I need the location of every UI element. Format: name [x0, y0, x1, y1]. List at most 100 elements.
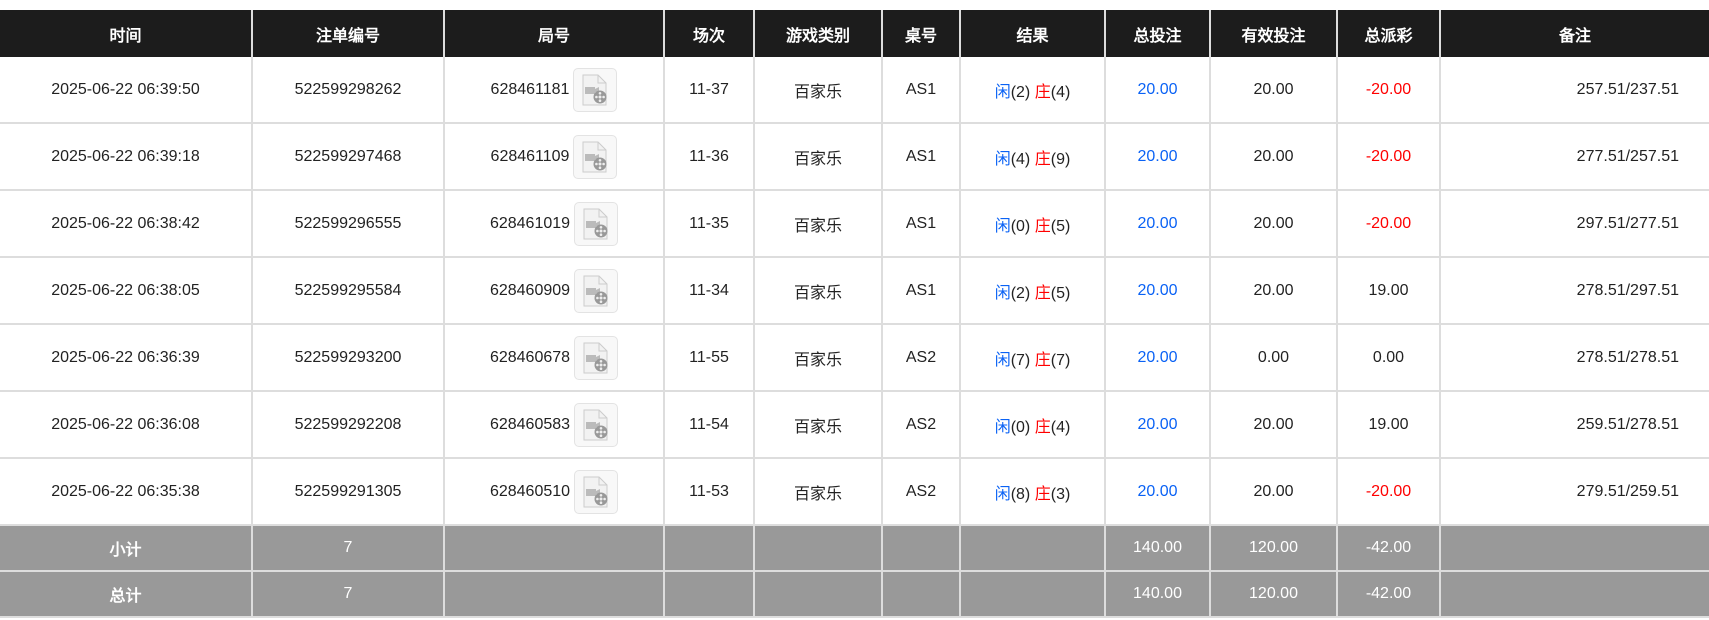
table-header: 时间 注单编号 局号 场次 游戏类别 桌号 结果 总投注 有效投注 总派彩 备注 — [0, 10, 1709, 57]
valid-bet-cell: 20.00 — [1209, 391, 1338, 459]
round-cell: 628460583 — [443, 391, 665, 459]
player-label: 闲 — [994, 351, 1011, 369]
summary-row: 总计 7 140.00 120.00 -42.00 — [0, 571, 1709, 618]
result-cell: 闲(2) 庄(5) — [959, 257, 1106, 325]
banker-score: (5) — [1050, 217, 1071, 235]
valid-bet-cell: 20.00 — [1209, 57, 1338, 124]
header-round: 局号 — [443, 10, 664, 57]
result-cell: 闲(8) 庄(3) — [959, 458, 1106, 526]
total-bet-cell: 20.00 — [1104, 123, 1211, 191]
banker-score: (7) — [1050, 351, 1071, 369]
banker-label: 庄 — [1034, 418, 1051, 436]
total-bet-cell: 20.00 — [1104, 324, 1211, 392]
total-bet-cell: 20.00 — [1104, 57, 1211, 124]
total-bet-cell: 20.00 — [1104, 257, 1211, 325]
time-cell: 2025-06-22 06:39:50 — [0, 57, 253, 124]
payout-cell: -20.00 — [1336, 57, 1441, 124]
total-bet-cell: 20.00 — [1104, 391, 1211, 459]
summary-row: 小计 7 140.00 120.00 -42.00 — [0, 525, 1709, 572]
banker-score: (4) — [1050, 418, 1071, 436]
bet-id-cell: 522599291305 — [251, 458, 445, 526]
note-cell: 278.51/297.51 — [1439, 257, 1709, 325]
note-cell: 279.51/259.51 — [1439, 458, 1709, 526]
video-replay-icon[interactable] — [574, 469, 619, 514]
table-row: 2025-06-22 06:38:05 522599295584 6284609… — [0, 257, 1709, 325]
game-type-cell: 百家乐 — [753, 391, 883, 459]
result-cell: 闲(4) 庄(9) — [959, 123, 1106, 191]
video-replay-icon[interactable] — [573, 134, 618, 179]
player-label: 闲 — [994, 83, 1011, 101]
player-score: (8) — [1010, 485, 1031, 503]
round-cell: 628460909 — [443, 257, 665, 325]
header-total-payout: 总派彩 — [1336, 10, 1440, 57]
bet-id-cell: 522599292208 — [251, 391, 445, 459]
summary-count: 7 — [251, 571, 445, 618]
note-cell: 259.51/278.51 — [1439, 391, 1709, 459]
game-type-cell: 百家乐 — [753, 257, 883, 325]
video-replay-icon[interactable] — [574, 268, 619, 313]
video-replay-icon[interactable] — [574, 402, 619, 447]
banker-label: 庄 — [1034, 485, 1051, 503]
banker-score: (4) — [1050, 83, 1071, 101]
summary-bet: 140.00 — [1104, 525, 1211, 572]
table-row: 2025-06-22 06:36:39 522599293200 6284606… — [0, 324, 1709, 392]
header-time: 时间 — [0, 10, 252, 57]
total-bet-cell: 20.00 — [1104, 458, 1211, 526]
game-type-cell: 百家乐 — [753, 57, 883, 124]
round-number: 628460678 — [489, 348, 571, 366]
summary-count: 7 — [251, 525, 445, 572]
valid-bet-cell: 20.00 — [1209, 257, 1338, 325]
banker-label: 庄 — [1034, 217, 1051, 235]
round-number: 628460909 — [489, 281, 571, 299]
note-cell: 278.51/278.51 — [1439, 324, 1709, 392]
game-type-cell: 百家乐 — [753, 324, 883, 392]
round-number: 628461181 — [490, 80, 570, 98]
player-label: 闲 — [994, 284, 1011, 302]
game-type-cell: 百家乐 — [753, 190, 883, 258]
round-number: 628460510 — [489, 482, 571, 500]
valid-bet-cell: 0.00 — [1209, 324, 1338, 392]
banker-score: (9) — [1050, 150, 1071, 168]
bet-id-cell: 522599297468 — [251, 123, 445, 191]
video-replay-icon[interactable] — [574, 335, 619, 380]
note-cell: 297.51/277.51 — [1439, 190, 1709, 258]
time-cell: 2025-06-22 06:35:38 — [0, 458, 253, 526]
round-number: 628461019 — [489, 214, 571, 232]
header-shoe: 场次 — [663, 10, 754, 57]
total-bet-cell: 20.00 — [1104, 190, 1211, 258]
bet-id-cell: 522599298262 — [251, 57, 445, 124]
time-cell: 2025-06-22 06:38:05 — [0, 257, 253, 325]
valid-bet-cell: 20.00 — [1209, 190, 1338, 258]
table-cell: AS2 — [881, 458, 961, 526]
time-cell: 2025-06-22 06:39:18 — [0, 123, 253, 191]
summary-payout: -42.00 — [1336, 571, 1441, 618]
banker-label: 庄 — [1034, 83, 1051, 101]
table-row: 2025-06-22 06:36:08 522599292208 6284605… — [0, 391, 1709, 459]
summary-label: 小计 — [0, 525, 253, 572]
note-cell: 277.51/257.51 — [1439, 123, 1709, 191]
header-bet-id: 注单编号 — [251, 10, 444, 57]
game-type-cell: 百家乐 — [753, 123, 883, 191]
payout-cell: -20.00 — [1336, 190, 1441, 258]
table-cell: AS2 — [881, 391, 961, 459]
table-cell: AS1 — [881, 257, 961, 325]
player-label: 闲 — [994, 418, 1011, 436]
round-cell: 628460510 — [443, 458, 665, 526]
table-row: 2025-06-22 06:38:42 522599296555 6284610… — [0, 190, 1709, 258]
player-label: 闲 — [994, 485, 1011, 503]
time-cell: 2025-06-22 06:38:42 — [0, 190, 253, 258]
valid-bet-cell: 20.00 — [1209, 123, 1338, 191]
bet-id-cell: 522599295584 — [251, 257, 445, 325]
banker-label: 庄 — [1034, 284, 1051, 302]
video-replay-icon[interactable] — [574, 201, 619, 246]
round-cell: 628461019 — [443, 190, 665, 258]
time-cell: 2025-06-22 06:36:08 — [0, 391, 253, 459]
table-cell: AS1 — [881, 57, 961, 124]
video-replay-icon[interactable] — [573, 67, 618, 112]
result-cell: 闲(0) 庄(5) — [959, 190, 1106, 258]
header-valid-bet: 有效投注 — [1209, 10, 1337, 57]
banker-label: 庄 — [1034, 150, 1051, 168]
summary-valid: 120.00 — [1209, 525, 1338, 572]
round-number: 628461109 — [490, 147, 570, 165]
player-score: (0) — [1010, 418, 1031, 436]
